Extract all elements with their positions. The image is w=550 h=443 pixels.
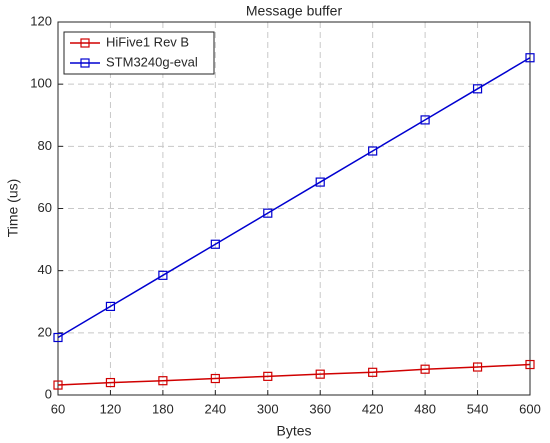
y-tick-label: 120 — [30, 13, 52, 28]
y-axis-label: Time (us) — [5, 179, 21, 238]
point-marker — [315, 369, 325, 379]
point-marker — [420, 115, 430, 125]
point-marker — [263, 371, 273, 381]
point-marker — [472, 362, 483, 372]
series-line — [57, 57, 531, 339]
point-marker — [53, 380, 63, 390]
x-tick-label: 60 — [51, 401, 65, 416]
point-marker — [158, 376, 168, 386]
x-tick-label: 480 — [414, 401, 436, 416]
y-tick-label: 60 — [38, 200, 52, 215]
series-line — [57, 363, 531, 386]
point-marker — [210, 373, 220, 384]
point-marker — [105, 301, 116, 312]
point-marker — [420, 364, 430, 374]
y-tick-label: 80 — [38, 138, 52, 153]
point-marker — [315, 177, 325, 187]
x-tick-label: 540 — [467, 401, 489, 416]
legend-marker — [80, 38, 90, 48]
point-marker — [368, 146, 378, 156]
y-tick-label: 40 — [38, 262, 52, 277]
x-tick-label: 120 — [100, 401, 122, 416]
point-marker — [472, 84, 483, 94]
legend-marker — [80, 58, 90, 68]
point-marker — [525, 53, 535, 63]
plot-frame — [57, 21, 531, 396]
legend-label: STM3240g-eval — [106, 54, 198, 69]
x-tick-label: 300 — [257, 401, 279, 416]
point-marker — [105, 377, 116, 388]
point-marker — [368, 367, 378, 377]
x-tick-label: 180 — [152, 401, 174, 416]
y-tick-label: 100 — [30, 76, 52, 91]
x-axis-label: Bytes — [276, 423, 311, 439]
point-marker — [53, 332, 63, 343]
x-tick-label: 240 — [204, 401, 226, 416]
point-marker — [158, 270, 168, 280]
point-marker — [263, 208, 273, 218]
x-tick-label: 600 — [519, 401, 541, 416]
chart-title: Message buffer — [246, 3, 343, 19]
y-tick-label: 20 — [38, 324, 52, 339]
y-tick-label: 0 — [45, 386, 52, 401]
legend-label: HiFive1 Rev B — [106, 34, 189, 49]
x-tick-label: 360 — [309, 401, 331, 416]
point-marker — [525, 359, 535, 370]
point-marker — [210, 239, 220, 249]
x-tick-label: 420 — [362, 401, 384, 416]
